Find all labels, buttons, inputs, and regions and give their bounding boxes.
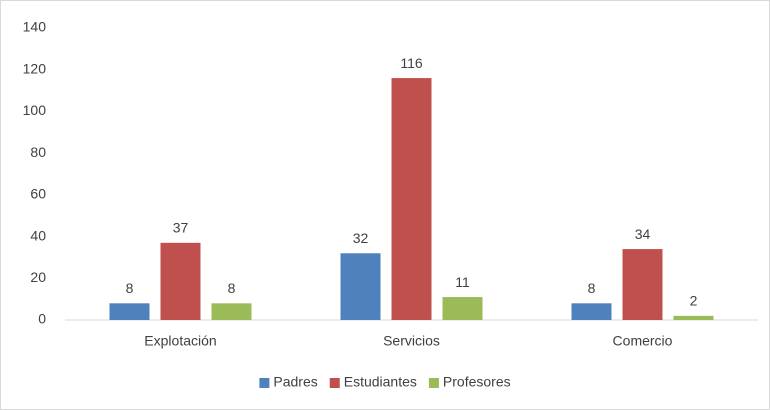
legend-label: Profesores <box>443 374 511 390</box>
bar <box>160 242 201 320</box>
bar <box>391 78 432 320</box>
data-label: 34 <box>635 226 651 242</box>
y-tick-label: 20 <box>30 269 46 285</box>
y-tick-label: 120 <box>23 60 47 76</box>
x-tick-label: Explotación <box>144 333 216 349</box>
legend-swatch <box>428 378 439 388</box>
legend-label: Estudiantes <box>344 374 417 390</box>
data-label: 8 <box>588 280 596 296</box>
x-tick-label: Comercio <box>613 333 673 349</box>
x-tick-label: Servicios <box>383 333 440 349</box>
data-label: 116 <box>400 55 423 71</box>
y-tick-label: 100 <box>23 102 47 118</box>
y-tick-label: 140 <box>23 19 47 35</box>
data-label: 8 <box>126 280 134 296</box>
data-label: 2 <box>690 293 698 309</box>
data-label: 11 <box>455 274 470 290</box>
y-tick-label: 0 <box>38 311 46 327</box>
bar <box>109 303 150 320</box>
legend-label: Padres <box>273 374 317 390</box>
legend-swatch <box>259 378 270 388</box>
y-tick-label: 40 <box>30 227 46 243</box>
bar <box>211 303 252 320</box>
y-tick-label: 80 <box>30 144 46 160</box>
y-tick-label: 60 <box>30 186 46 202</box>
bar <box>673 315 714 320</box>
bar <box>442 297 483 320</box>
data-label: 32 <box>353 230 369 246</box>
data-label: 8 <box>228 280 236 296</box>
bar <box>622 249 663 320</box>
bar <box>571 303 612 320</box>
legend-swatch <box>329 378 340 388</box>
bar <box>340 253 381 320</box>
data-label: 37 <box>173 220 189 236</box>
